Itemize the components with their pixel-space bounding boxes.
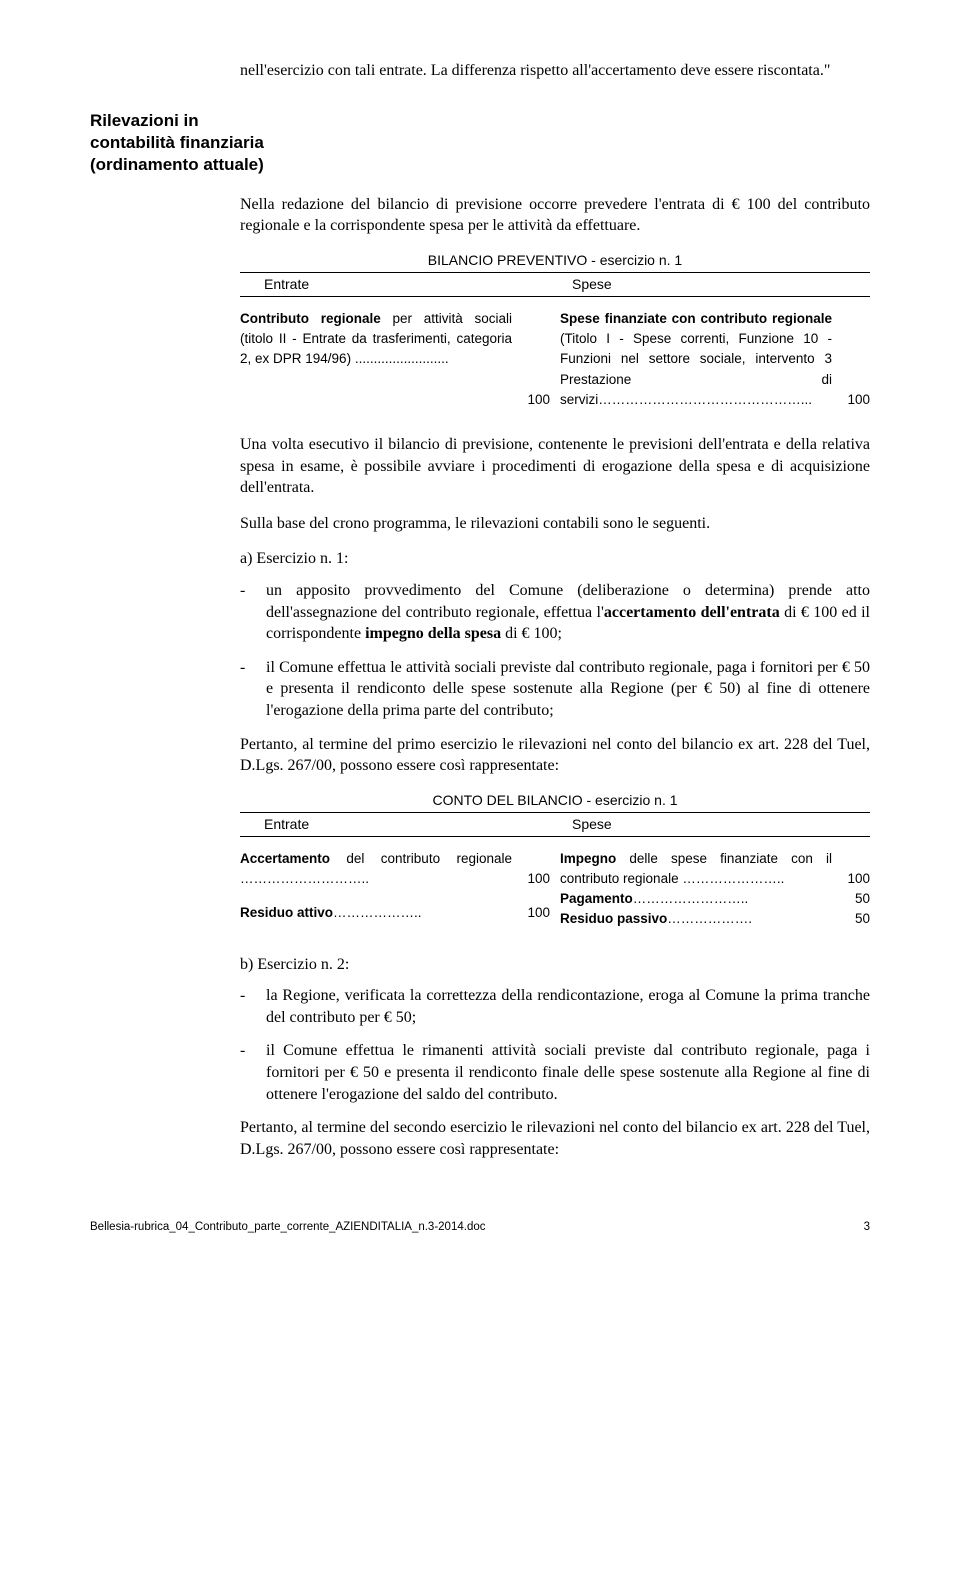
table2-left-row: Residuo attivo……………….. 100 <box>240 903 550 923</box>
table2-right-row: Pagamento…………………….. 50 <box>560 889 870 909</box>
paragraph: Pertanto, al termine del secondo eserciz… <box>240 1117 870 1160</box>
list-item: - la Regione, verificata la correttezza … <box>240 985 870 1028</box>
table2-right-text: Impegno delle spese finanziate con il co… <box>560 849 832 890</box>
table2-header: Entrate Spese <box>240 812 870 837</box>
list-marker: - <box>240 657 266 722</box>
list-item: - un apposito provvedimento del Comune (… <box>240 580 870 645</box>
paragraph: Pertanto, al termine del primo esercizio… <box>240 734 870 777</box>
table1-caption: BILANCIO PREVENTIVO - esercizio n. 1 <box>240 251 870 270</box>
list-b-label: b) Esercizio n. 2: <box>240 954 870 976</box>
table2-left-bold: Residuo attivo <box>240 905 333 920</box>
table2-right-row: Impegno delle spese finanziate con il co… <box>560 849 870 890</box>
table2-right-value: 50 <box>832 889 870 909</box>
list-a-label: a) Esercizio n. 1: <box>240 548 870 570</box>
list-text-post: di € 100; <box>501 625 562 642</box>
table2-right-text: Residuo passivo………………. <box>560 909 832 929</box>
table2-right-col: Impegno delle spese finanziate con il co… <box>550 849 870 930</box>
table2-right-text: Pagamento…………………….. <box>560 889 832 909</box>
table1-right-text: Spese finanziate con contributo regional… <box>560 309 832 410</box>
table1-header-right: Spese <box>562 273 870 296</box>
list-marker: - <box>240 985 266 1028</box>
list-text: il Comune effettua le rimanenti attività… <box>266 1040 870 1105</box>
list-text-bold: impegno della spesa <box>365 625 501 642</box>
paragraph: Una volta esecutivo il bilancio di previ… <box>240 434 870 499</box>
table1-left-bold: Contributo regionale <box>240 311 381 326</box>
table2-left-row: Accertamento del contributo regionale ……… <box>240 849 550 890</box>
list-text: il Comune effettua le attività sociali p… <box>266 657 870 722</box>
list-marker: - <box>240 580 266 645</box>
table1-left-col: Contributo regionale per attività social… <box>240 309 550 410</box>
list-item: - il Comune effettua le attività sociali… <box>240 657 870 722</box>
sidebar-heading: Rilevazioni in contabilità finanziaria (… <box>90 110 870 176</box>
table2-left-rest: ……………….. <box>333 905 422 920</box>
table2-right-rest: …………………….. <box>633 891 749 906</box>
table2-right-bold: Residuo passivo <box>560 911 667 926</box>
table2-right-value: 50 <box>832 909 870 929</box>
list-marker: - <box>240 1040 266 1105</box>
table1-left-dots: ......................... <box>355 351 449 366</box>
table2-left-value: 100 <box>512 869 550 889</box>
table2-caption: CONTO DEL BILANCIO - esercizio n. 1 <box>240 791 870 810</box>
footer-filename: Bellesia-rubrica_04_Contributo_parte_cor… <box>90 1220 485 1236</box>
table2: Entrate Spese Accertamento del contribut… <box>240 812 870 930</box>
page-footer: Bellesia-rubrica_04_Contributo_parte_cor… <box>90 1220 870 1236</box>
table1-header: Entrate Spese <box>240 272 870 297</box>
table2-left-text: Accertamento del contributo regionale ……… <box>240 849 512 890</box>
table1-right-bold: Spese finanziate con contributo regional… <box>560 311 832 326</box>
table1-right-value: 100 <box>832 390 870 410</box>
sidebar-heading-line: contabilità finanziaria <box>90 133 264 152</box>
list-text-bold: accertamento dell'entrata <box>604 604 780 621</box>
table1-body: Contributo regionale per attività social… <box>240 297 870 410</box>
table1-right-rest: (Titolo I - Spese correnti, Funzione 10 … <box>560 331 832 407</box>
table1-left-text: Contributo regionale per attività social… <box>240 309 512 410</box>
table2-left-value: 100 <box>512 903 550 923</box>
footer-page-number: 3 <box>864 1220 870 1236</box>
table2-header-right: Spese <box>562 813 870 836</box>
table2-right-rest: ………………. <box>667 911 752 926</box>
table2-right-value: 100 <box>832 869 870 889</box>
sidebar-heading-line: Rilevazioni in <box>90 111 199 130</box>
list-text: un apposito provvedimento del Comune (de… <box>266 580 870 645</box>
table2-body: Accertamento del contributo regionale ……… <box>240 837 870 930</box>
intro-paragraph: Nella redazione del bilancio di previsio… <box>240 194 870 237</box>
table2-left-bold: Accertamento <box>240 851 330 866</box>
main-content: Nella redazione del bilancio di previsio… <box>240 194 870 1160</box>
table2-right-bold: Impegno <box>560 851 616 866</box>
paragraph: Sulla base del crono programma, le rilev… <box>240 513 870 535</box>
table2-right-bold: Pagamento <box>560 891 633 906</box>
sidebar-heading-line: (ordinamento attuale) <box>90 155 264 174</box>
table2-right-row: Residuo passivo………………. 50 <box>560 909 870 929</box>
table1: Entrate Spese Contributo regionale per a… <box>240 272 870 410</box>
table2-header-left: Entrate <box>240 813 562 836</box>
list-item: - il Comune effettua le rimanenti attivi… <box>240 1040 870 1105</box>
list-text: la Regione, verificata la correttezza de… <box>266 985 870 1028</box>
table2-left-text: Residuo attivo……………….. <box>240 903 512 923</box>
table2-left-col: Accertamento del contributo regionale ……… <box>240 849 550 930</box>
intro-quote: nell'esercizio con tali entrate. La diff… <box>240 60 870 82</box>
table1-left-value: 100 <box>512 390 550 410</box>
table1-right-col: Spese finanziate con contributo regional… <box>550 309 870 410</box>
table1-header-left: Entrate <box>240 273 562 296</box>
